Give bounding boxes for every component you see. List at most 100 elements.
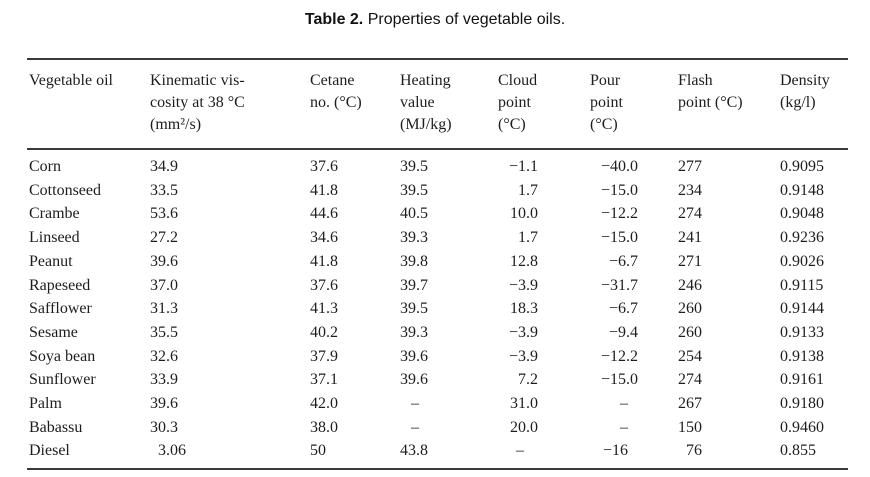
column-header-heating-value: Heating value (MJ/kg) bbox=[400, 59, 498, 150]
cell-vegetable-oil: Diesel bbox=[29, 442, 70, 460]
table-body: Corn 34.9 37.6 39.5 −1.1 −40.0 277 0.9095 Cotton… bbox=[27, 149, 848, 469]
cell-kinematic-viscosity: 31.3 bbox=[150, 300, 178, 318]
cell-density: 0.9460 bbox=[780, 418, 824, 436]
cell-pour-point: −15.0 bbox=[600, 229, 638, 247]
cell-pour-point: −15.0 bbox=[600, 181, 638, 199]
cell-flash-point: 234 bbox=[678, 181, 702, 199]
cell-heating-value: 39.3 bbox=[400, 323, 428, 341]
cell-vegetable-oil: Rapeseed bbox=[29, 276, 91, 294]
cell-vegetable-oil: Sesame bbox=[29, 323, 78, 341]
cell-heating-value: 39.5 bbox=[400, 181, 428, 199]
cell-kinematic-viscosity: 53.6 bbox=[150, 205, 178, 223]
cell-cetane-no: 44.6 bbox=[310, 205, 338, 223]
table-row: Linseed 27.2 34.6 39.3 1.7 −15.0 241 0.9236 bbox=[27, 226, 848, 250]
cell-cloud-point: −3.9 bbox=[508, 323, 538, 341]
table-header: Vegetable oil Kinematic vis- cosity at 38… bbox=[27, 59, 848, 150]
cell-kinematic-viscosity: 33.9 bbox=[150, 371, 178, 389]
table-caption-label: Table 2. bbox=[304, 11, 364, 28]
cell-vegetable-oil: Palm bbox=[29, 395, 62, 413]
cell-cloud-point: −3.9 bbox=[508, 347, 538, 365]
cell-heating-value: 40.5 bbox=[400, 205, 428, 223]
column-header-vegetable-oil: Vegetable oil bbox=[27, 59, 150, 150]
cell-flash-point: 267 bbox=[678, 395, 702, 413]
cell-pour-point: −40.0 bbox=[600, 158, 638, 175]
cell-vegetable-oil: Soya bean bbox=[29, 347, 96, 365]
cell-flash-point: 274 bbox=[678, 205, 702, 223]
cell-flash-point: 260 bbox=[678, 300, 702, 318]
cell-flash-point: 246 bbox=[678, 276, 702, 294]
table-row: Palm 39.6 42.0 – 31.0 – 267 0.9180 bbox=[27, 392, 848, 416]
cell-flash-point: 260 bbox=[678, 323, 702, 341]
table-row: Sesame 35.5 40.2 39.3 −3.9 −9.4 260 0.9133 bbox=[27, 321, 848, 345]
cell-vegetable-oil: Babassu bbox=[29, 418, 83, 436]
cell-pour-point: −6.7 bbox=[608, 252, 638, 270]
cell-density: 0.9180 bbox=[780, 395, 824, 413]
oil-properties-table: Vegetable oil Kinematic vis- cosity at 38… bbox=[27, 58, 848, 471]
cell-cloud-point: −3.9 bbox=[508, 276, 538, 294]
cell-density: 0.9161 bbox=[780, 371, 824, 389]
cell-pour-point: −12.2 bbox=[600, 205, 638, 223]
cell-flash-point: 76 bbox=[686, 442, 702, 460]
cell-cloud-point: 31.0 bbox=[510, 395, 538, 413]
cell-cetane-no: 40.2 bbox=[310, 323, 338, 341]
cell-cloud-point: 18.3 bbox=[510, 300, 538, 318]
cell-vegetable-oil: Crambe bbox=[29, 205, 80, 223]
cell-vegetable-oil: Cottonseed bbox=[29, 181, 101, 199]
cell-flash-point: 271 bbox=[678, 252, 702, 270]
cell-vegetable-oil: Corn bbox=[29, 158, 61, 175]
cell-pour-point: −15.0 bbox=[600, 371, 638, 389]
cell-cloud-point: 1.7 bbox=[518, 181, 538, 199]
table-row: Safflower 31.3 41.3 39.5 18.3 −6.7 260 0.9144 bbox=[27, 297, 848, 321]
cell-heating-value: 39.7 bbox=[400, 276, 428, 294]
cell-pour-point: −12.2 bbox=[600, 347, 638, 365]
cell-kinematic-viscosity: 32.6 bbox=[150, 347, 178, 365]
table-row: Diesel 3.06 50 43.8 – −16 76 0.855 bbox=[27, 439, 848, 469]
cell-cloud-point: −1.1 bbox=[508, 158, 538, 175]
cell-flash-point: 241 bbox=[678, 229, 702, 247]
cell-flash-point: 150 bbox=[678, 418, 702, 436]
cell-pour-point: −6.7 bbox=[608, 300, 638, 318]
cell-density: 0.9115 bbox=[780, 276, 824, 294]
cell-cloud-point: – bbox=[516, 442, 524, 460]
cell-heating-value: 39.3 bbox=[400, 229, 428, 247]
table-caption: Table 2. Properties of vegetable oils. bbox=[0, 11, 870, 29]
cell-heating-value: 39.8 bbox=[400, 252, 428, 270]
cell-cetane-no: 41.8 bbox=[310, 252, 338, 270]
cell-kinematic-viscosity: 3.06 bbox=[158, 442, 186, 460]
column-header-density: Density (kg/l) bbox=[780, 59, 848, 150]
cell-cloud-point: 10.0 bbox=[510, 205, 538, 223]
cell-heating-value: – bbox=[411, 395, 419, 413]
cell-cetane-no: 37.1 bbox=[310, 371, 338, 389]
cell-pour-point: – bbox=[620, 418, 628, 436]
cell-density: 0.9026 bbox=[780, 252, 824, 270]
cell-kinematic-viscosity: 27.2 bbox=[150, 229, 178, 247]
cell-flash-point: 274 bbox=[678, 371, 702, 389]
cell-cloud-point: 12.8 bbox=[510, 252, 538, 270]
cell-density: 0.9144 bbox=[780, 300, 824, 318]
cell-heating-value: – bbox=[411, 418, 419, 436]
cell-cetane-no: 41.8 bbox=[310, 181, 338, 199]
cell-heating-value: 39.5 bbox=[400, 300, 428, 318]
cell-cloud-point: 7.2 bbox=[518, 371, 538, 389]
table-row: Rapeseed 37.0 37.6 39.7 −3.9 −31.7 246 0.9115 bbox=[27, 274, 848, 298]
cell-cetane-no: 38.0 bbox=[310, 418, 338, 436]
cell-density: 0.9048 bbox=[780, 205, 824, 223]
cell-pour-point: – bbox=[620, 395, 628, 413]
cell-density: 0.855 bbox=[780, 442, 816, 460]
cell-pour-point: −31.7 bbox=[600, 276, 638, 294]
cell-cloud-point: 20.0 bbox=[510, 418, 538, 436]
cell-kinematic-viscosity: 39.6 bbox=[150, 395, 178, 413]
cell-cetane-no: 50 bbox=[310, 442, 326, 460]
table-row: Babassu 30.3 38.0 – 20.0 – 150 0.9460 bbox=[27, 416, 848, 440]
cell-cetane-no: 37.6 bbox=[310, 276, 338, 294]
column-header-kinematic-viscosity: Kinematic vis- cosity at 38 °C (mm²/s) bbox=[150, 59, 310, 150]
cell-heating-value: 39.6 bbox=[400, 347, 428, 365]
cell-heating-value: 39.5 bbox=[400, 158, 428, 175]
table-row: Soya bean 32.6 37.9 39.6 −3.9 −12.2 254 0.9138 bbox=[27, 345, 848, 369]
table-caption-text: Properties of vegetable oils. bbox=[363, 11, 566, 28]
cell-kinematic-viscosity: 33.5 bbox=[150, 181, 178, 199]
column-header-cetane-no: Cetane no. (°C) bbox=[310, 59, 400, 150]
cell-vegetable-oil: Peanut bbox=[29, 252, 73, 270]
cell-kinematic-viscosity: 34.9 bbox=[150, 158, 178, 175]
